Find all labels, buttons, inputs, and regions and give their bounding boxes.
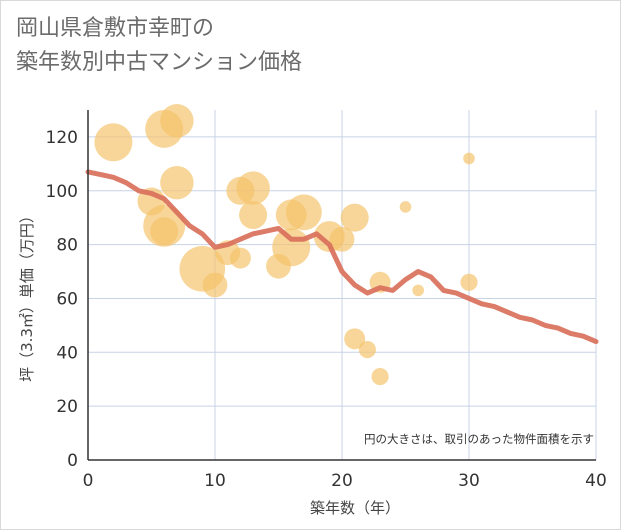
y-tick-label: 80 [56,236,78,256]
data-point [412,284,425,297]
y-tick-label: 60 [56,289,78,309]
tick-labels: 0 20 40 60 80 100 120 0 10 20 30 40 [46,128,607,491]
y-tick-label: 120 [46,128,78,148]
chart-title: 岡山県倉敷市幸町の 築年数別中古マンション価格 [16,12,302,80]
x-tick-label: 10 [204,471,226,491]
data-point [202,272,228,298]
data-point [329,226,355,252]
y-tick-label: 0 [67,451,78,471]
y-tick-label: 20 [56,397,78,417]
data-point [399,201,412,213]
x-tick-label: 40 [585,471,607,491]
y-tick-label: 40 [56,343,78,363]
axes [87,110,596,461]
data-point [463,152,475,165]
chart-title-line1: 岡山県倉敷市幸町の [16,16,215,41]
x-tick-label: 20 [331,471,353,491]
data-point [150,217,179,246]
size-note: 円の大きさは、取引のあった物件面積を示す [364,432,594,446]
trend-line [85,169,599,345]
data-point [460,273,478,291]
data-point [344,328,366,350]
data-point [371,367,389,386]
data-point [236,171,270,205]
data-point [358,341,376,359]
data-point [229,247,251,269]
grid [88,110,597,460]
x-tick-label: 30 [458,471,480,491]
data-point [160,165,194,200]
data-point [340,203,369,232]
data-point [160,104,194,138]
data-point [285,194,322,231]
data-point [239,200,268,230]
x-tick-label: 0 [83,471,94,491]
trend-lines [85,169,599,345]
x-axis-label: 築年数（年） [310,499,400,517]
y-tick-label: 100 [46,182,78,202]
y-axis-label: 坪（3.3㎡）単価（万円） [18,208,36,382]
data-point [94,123,133,162]
chart-title-line2: 築年数別中古マンション価格 [16,50,303,75]
data-point [272,228,311,267]
